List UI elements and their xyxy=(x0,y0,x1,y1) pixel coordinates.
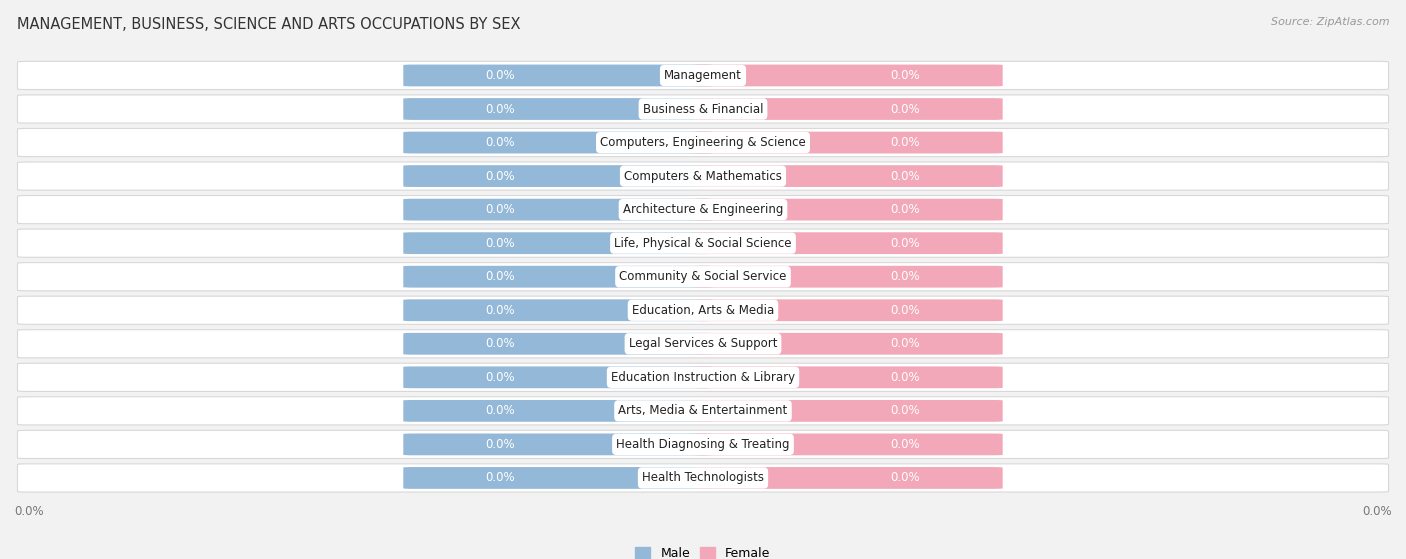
Text: 0.0%: 0.0% xyxy=(485,203,515,216)
FancyBboxPatch shape xyxy=(693,400,1002,422)
FancyBboxPatch shape xyxy=(693,333,1002,355)
Text: 0.0%: 0.0% xyxy=(891,102,921,116)
Text: Business & Financial: Business & Financial xyxy=(643,102,763,116)
Text: 0.0%: 0.0% xyxy=(485,69,515,82)
FancyBboxPatch shape xyxy=(404,367,713,388)
FancyBboxPatch shape xyxy=(404,333,713,355)
FancyBboxPatch shape xyxy=(404,266,713,287)
Text: 0.0%: 0.0% xyxy=(485,404,515,418)
FancyBboxPatch shape xyxy=(693,266,1002,287)
Text: 0.0%: 0.0% xyxy=(485,337,515,350)
Text: Source: ZipAtlas.com: Source: ZipAtlas.com xyxy=(1271,17,1389,27)
FancyBboxPatch shape xyxy=(693,300,1002,321)
FancyBboxPatch shape xyxy=(693,98,1002,120)
Text: 0.0%: 0.0% xyxy=(891,471,921,485)
Text: 0.0%: 0.0% xyxy=(485,102,515,116)
FancyBboxPatch shape xyxy=(404,300,713,321)
Text: 0.0%: 0.0% xyxy=(891,304,921,317)
Text: 0.0%: 0.0% xyxy=(891,371,921,384)
Text: 0.0%: 0.0% xyxy=(891,203,921,216)
FancyBboxPatch shape xyxy=(404,434,713,455)
FancyBboxPatch shape xyxy=(17,296,1389,324)
Text: Health Diagnosing & Treating: Health Diagnosing & Treating xyxy=(616,438,790,451)
FancyBboxPatch shape xyxy=(693,367,1002,388)
FancyBboxPatch shape xyxy=(404,467,713,489)
FancyBboxPatch shape xyxy=(17,162,1389,190)
FancyBboxPatch shape xyxy=(404,65,713,87)
FancyBboxPatch shape xyxy=(404,165,713,187)
Text: 0.0%: 0.0% xyxy=(891,270,921,283)
FancyBboxPatch shape xyxy=(404,199,713,220)
Text: 0.0%: 0.0% xyxy=(485,270,515,283)
FancyBboxPatch shape xyxy=(17,196,1389,224)
Text: Management: Management xyxy=(664,69,742,82)
FancyBboxPatch shape xyxy=(693,132,1002,154)
Text: 0.0%: 0.0% xyxy=(485,169,515,183)
FancyBboxPatch shape xyxy=(17,430,1389,458)
Text: 0.0%: 0.0% xyxy=(891,337,921,350)
FancyBboxPatch shape xyxy=(693,467,1002,489)
Text: 0.0%: 0.0% xyxy=(485,304,515,317)
Text: 0.0%: 0.0% xyxy=(891,438,921,451)
FancyBboxPatch shape xyxy=(404,132,713,154)
Text: 0.0%: 0.0% xyxy=(891,169,921,183)
Text: 0.0%: 0.0% xyxy=(485,136,515,149)
Text: Computers, Engineering & Science: Computers, Engineering & Science xyxy=(600,136,806,149)
FancyBboxPatch shape xyxy=(693,233,1002,254)
Text: Community & Social Service: Community & Social Service xyxy=(619,270,787,283)
Text: Architecture & Engineering: Architecture & Engineering xyxy=(623,203,783,216)
Text: 0.0%: 0.0% xyxy=(485,236,515,250)
FancyBboxPatch shape xyxy=(693,434,1002,455)
FancyBboxPatch shape xyxy=(17,464,1389,492)
Text: Computers & Mathematics: Computers & Mathematics xyxy=(624,169,782,183)
Text: 0.0%: 0.0% xyxy=(891,236,921,250)
Text: Legal Services & Support: Legal Services & Support xyxy=(628,337,778,350)
Text: 0.0%: 0.0% xyxy=(485,371,515,384)
FancyBboxPatch shape xyxy=(404,98,713,120)
FancyBboxPatch shape xyxy=(693,65,1002,87)
Text: Health Technologists: Health Technologists xyxy=(643,471,763,485)
FancyBboxPatch shape xyxy=(693,165,1002,187)
FancyBboxPatch shape xyxy=(17,61,1389,89)
Legend: Male, Female: Male, Female xyxy=(630,542,776,559)
Text: Arts, Media & Entertainment: Arts, Media & Entertainment xyxy=(619,404,787,418)
Text: 0.0%: 0.0% xyxy=(891,136,921,149)
FancyBboxPatch shape xyxy=(17,330,1389,358)
Text: Life, Physical & Social Science: Life, Physical & Social Science xyxy=(614,236,792,250)
FancyBboxPatch shape xyxy=(17,397,1389,425)
FancyBboxPatch shape xyxy=(17,95,1389,123)
FancyBboxPatch shape xyxy=(17,363,1389,391)
Text: 0.0%: 0.0% xyxy=(891,69,921,82)
Text: Education Instruction & Library: Education Instruction & Library xyxy=(612,371,794,384)
FancyBboxPatch shape xyxy=(17,263,1389,291)
Text: 0.0%: 0.0% xyxy=(485,438,515,451)
Text: Education, Arts & Media: Education, Arts & Media xyxy=(631,304,775,317)
FancyBboxPatch shape xyxy=(17,129,1389,157)
FancyBboxPatch shape xyxy=(693,199,1002,220)
Text: MANAGEMENT, BUSINESS, SCIENCE AND ARTS OCCUPATIONS BY SEX: MANAGEMENT, BUSINESS, SCIENCE AND ARTS O… xyxy=(17,17,520,32)
FancyBboxPatch shape xyxy=(404,400,713,422)
FancyBboxPatch shape xyxy=(404,233,713,254)
Text: 0.0%: 0.0% xyxy=(14,505,44,518)
Text: 0.0%: 0.0% xyxy=(1362,505,1392,518)
Text: 0.0%: 0.0% xyxy=(485,471,515,485)
FancyBboxPatch shape xyxy=(17,229,1389,257)
Text: 0.0%: 0.0% xyxy=(891,404,921,418)
